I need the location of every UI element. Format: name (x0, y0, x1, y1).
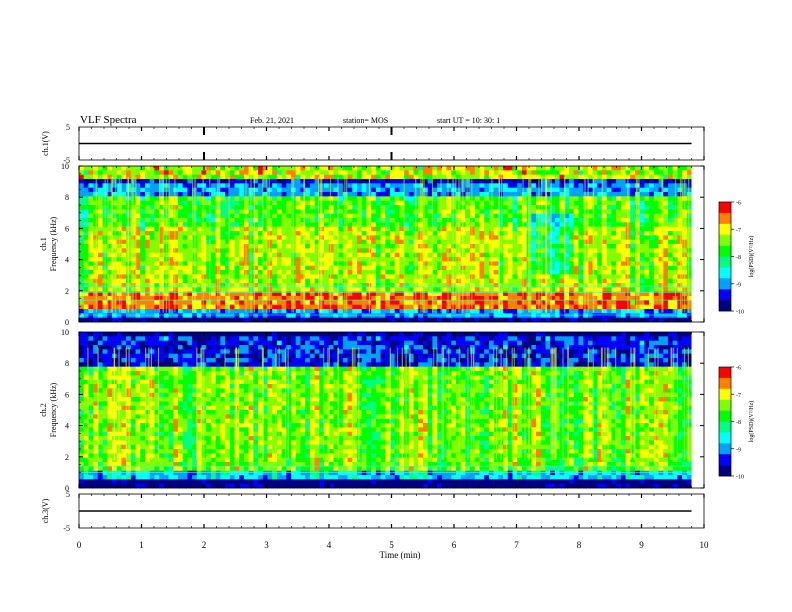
ch1-spectrogram-panel: 0 2 4 6 8 10 ch.1 Frequency (kHz) (39, 162, 705, 327)
ch1-waveform-panel: 5 -5 ch.1(V) (41, 123, 705, 165)
x-tick-label: 2 (202, 540, 207, 550)
y-tick-label: 2 (65, 453, 69, 462)
colorbar-tick-label: -10 (736, 475, 744, 481)
y-axis-label-channel: ch.2 (39, 403, 48, 417)
colorbar-tick-label: -7 (736, 393, 741, 399)
y-axis-label-channel: ch.1 (39, 237, 48, 251)
colorbar-label: log(PSD)(V²/Hz) (748, 236, 755, 277)
colorbar-tick-label: -8 (736, 420, 741, 426)
ch2-spectrogram-panel: 0 2 4 6 8 10 ch.2 Frequency (kHz) (39, 328, 705, 493)
date-label: Feb. 21, 2021 (250, 116, 294, 125)
y-axis-label: ch.3(V) (41, 498, 50, 523)
x-tick-label: 3 (264, 540, 269, 550)
y-tick-label: 4 (65, 422, 69, 431)
x-tick-label: 1 (139, 540, 144, 550)
ch2-colorbar: -6 -7 -8 -9 -10 log(PSD)(V²/Hz) (718, 366, 755, 481)
y-tick-label: 8 (65, 193, 69, 202)
x-tick-label: 6 (452, 540, 457, 550)
y-tick-label: -5 (63, 156, 70, 165)
y-tick-label: 5 (66, 490, 70, 499)
x-axis-label: Time (min) (380, 550, 421, 560)
colorbar-tick-label: -7 (736, 228, 741, 234)
y-tick-label: 8 (65, 359, 69, 368)
y-tick-label: 4 (65, 256, 69, 265)
colorbar-tick-label: -6 (736, 201, 741, 207)
spectrogram-image (79, 166, 692, 323)
y-tick-label: 0 (65, 484, 69, 493)
y-tick-label: -5 (63, 524, 70, 533)
start-time-label: start UT = 10: 30: 1 (437, 116, 500, 125)
ch1-colorbar: -6 -7 -8 -9 -10 log(PSD)(V²/Hz) (718, 201, 755, 316)
x-tick-label: 10 (700, 540, 710, 550)
figure-title: VLF Spectra (80, 114, 137, 126)
x-tick-label: 0 (77, 540, 82, 550)
y-tick-label: 5 (66, 123, 70, 132)
y-axis-label-frequency: Frequency (kHz) (49, 216, 58, 271)
colorbar-tick-label: -6 (736, 366, 741, 372)
y-tick-label: 2 (65, 287, 69, 296)
spectrogram-image (79, 332, 692, 489)
x-tick-label: 9 (639, 540, 644, 550)
colorbar-tick-label: -8 (736, 255, 741, 261)
station-label: station= MOS (343, 116, 388, 125)
x-tick-label: 7 (514, 540, 519, 550)
no-data-region (691, 166, 704, 322)
time-axis: 0 1 2 3 4 5 6 7 8 9 10 (77, 127, 709, 550)
colorbar-label: log(PSD)(V²/Hz) (748, 401, 755, 442)
x-tick-label: 4 (327, 540, 332, 550)
y-tick-label: 6 (65, 224, 69, 233)
y-tick-label: 0 (65, 318, 69, 327)
y-tick-label: 10 (61, 328, 69, 337)
colorbar-tick-label: -9 (736, 282, 741, 288)
colorbar-tick-label: -9 (736, 447, 741, 453)
x-tick-label: 8 (577, 540, 582, 550)
y-axis-label-frequency: Frequency (kHz) (49, 382, 58, 437)
no-data-region (691, 332, 704, 488)
colorbar-tick-label: -10 (736, 310, 744, 316)
y-tick-label: 10 (61, 162, 69, 171)
y-axis-label: ch.1(V) (41, 131, 50, 156)
y-tick-label: 6 (65, 390, 69, 399)
ch3-waveform-panel: 5 -5 ch.3(V) (41, 490, 705, 533)
x-tick-label: 5 (389, 540, 394, 550)
